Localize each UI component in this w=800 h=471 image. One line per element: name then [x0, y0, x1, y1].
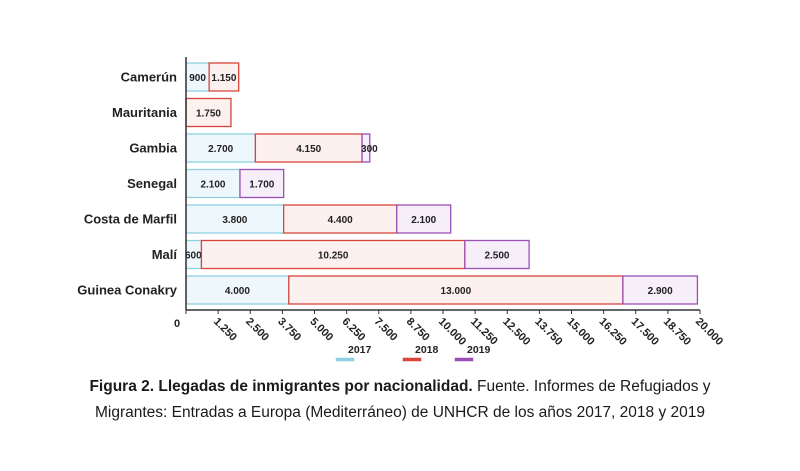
data-label: 2.100 — [411, 215, 436, 226]
figure-caption-line-2: Migrantes: Entradas a Europa (Mediterrán… — [94, 404, 705, 421]
bar-chart: Camerún 900 1.150 Mauritania 1.750 Gambia 2.70… — [77, 57, 725, 362]
x-tick-label: 18.750 — [661, 316, 693, 348]
x-tick-label: 6.250 — [340, 316, 368, 344]
caption-source: Fuente. Informes de Refugiados y — [472, 378, 711, 395]
bar-segment — [254, 133, 363, 163]
x-tick-label: 17.500 — [629, 316, 661, 348]
x-tick-label: 20.000 — [693, 316, 725, 348]
legend-swatch — [454, 357, 474, 362]
bar-segment — [200, 239, 466, 270]
data-label: 4.400 — [328, 215, 353, 226]
data-label: 1.150 — [211, 73, 236, 84]
category-label: Costa de Marfil — [84, 212, 177, 227]
x-tick-label: 1.250 — [211, 316, 239, 344]
x-tick-label: 2.500 — [243, 316, 271, 344]
data-label: 2.500 — [484, 251, 509, 262]
bar-segment — [208, 62, 240, 92]
bar-segment — [239, 168, 285, 199]
legend-swatch — [335, 357, 355, 362]
x-tick-label: 10.000 — [436, 316, 468, 348]
bar-segment — [396, 204, 452, 234]
category-label: Guinea Conakry — [77, 283, 177, 298]
x-tick-label: 7.500 — [372, 316, 400, 344]
x-tick-label: 12.500 — [500, 316, 532, 348]
bar-segment — [185, 97, 232, 128]
data-label: 2.100 — [200, 180, 225, 191]
legend-label: 2017 — [348, 344, 372, 356]
data-label: 4.150 — [296, 144, 321, 155]
data-label: 600 — [185, 251, 202, 262]
bar-segment — [185, 275, 290, 305]
bar-segment — [464, 239, 530, 270]
caption-title: Figura 2. Llegadas de inmigrantes por na… — [89, 378, 473, 395]
bar-segment — [185, 168, 241, 199]
category-label: Gambia — [129, 141, 177, 156]
x-tick-label: 3.750 — [275, 316, 303, 344]
category-label: Malí — [152, 247, 178, 262]
bar-segment — [185, 204, 285, 234]
data-label: 1.700 — [249, 180, 274, 191]
bar-segment — [622, 275, 699, 305]
x-tick-label: 11.250 — [468, 316, 500, 348]
category-label: Camerún — [121, 70, 177, 85]
figure-caption-line-1: Figura 2. Llegadas de inmigrantes por na… — [0, 378, 800, 396]
data-label: 4.000 — [225, 286, 250, 297]
data-label: 900 — [189, 73, 206, 84]
x-tick-label: 8.750 — [404, 316, 432, 344]
bar-segment — [283, 204, 398, 234]
legend-label: 2018 — [415, 344, 439, 356]
x-tick-label: 13.750 — [532, 316, 564, 348]
data-label: 2.700 — [208, 144, 233, 155]
x-tick-label: 16.250 — [597, 316, 629, 348]
data-label: 300 — [361, 144, 378, 155]
data-label: 10.250 — [318, 251, 349, 262]
legend-swatch — [402, 357, 422, 362]
legend-label: 2019 — [467, 344, 491, 356]
data-label: 1.750 — [196, 109, 221, 120]
category-label: Senegal — [127, 176, 177, 191]
bar-segment — [361, 133, 371, 163]
bar-segment — [185, 133, 257, 163]
x-tick-label: 0 — [174, 318, 180, 330]
data-label: 2.900 — [648, 286, 673, 297]
x-tick-label: 15.000 — [564, 316, 596, 348]
x-tick-label: 5.000 — [307, 316, 335, 344]
data-label: 13.000 — [441, 286, 472, 297]
category-label: Mauritania — [112, 105, 178, 120]
data-label: 3.800 — [222, 215, 247, 226]
